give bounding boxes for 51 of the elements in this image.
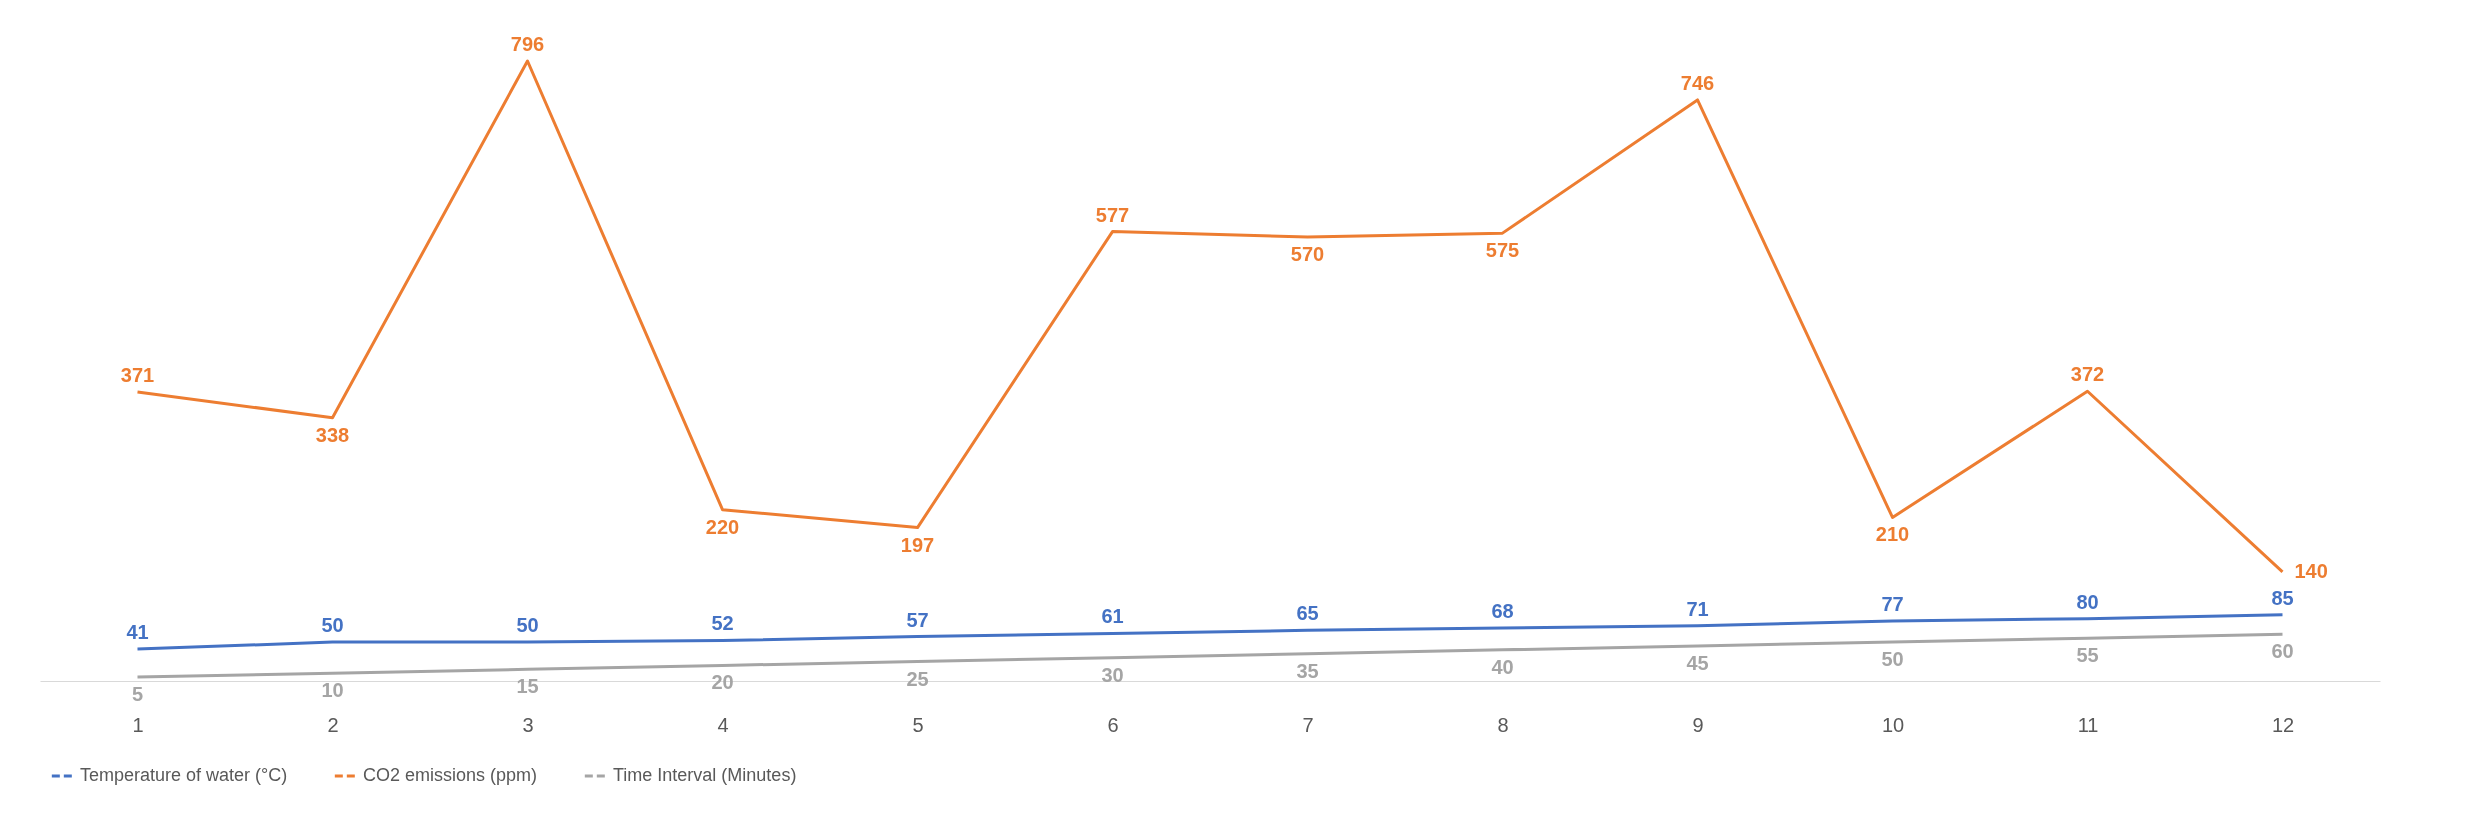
data-label: 15: [516, 675, 539, 698]
data-label: 50: [1881, 648, 1904, 671]
data-label: 210: [1875, 523, 1910, 546]
data-label: 61: [1101, 605, 1124, 628]
data-label: 796: [510, 33, 545, 55]
data-label: 577: [1095, 203, 1130, 226]
x-tick-label: 2: [327, 713, 339, 736]
data-label: 25: [906, 667, 929, 690]
data-label: 570: [1290, 243, 1325, 266]
data-label: 71: [1686, 597, 1709, 620]
data-label: 338: [315, 423, 350, 446]
x-tick-label: 9: [1692, 713, 1704, 736]
x-tick-label: 4: [717, 713, 729, 736]
data-label: 57: [906, 608, 929, 631]
data-label: 5: [131, 683, 144, 706]
x-tick-label: 10: [1881, 713, 1905, 736]
x-tick-label: 7: [1302, 713, 1314, 736]
data-label: 50: [516, 614, 539, 637]
data-label: 35: [1296, 659, 1319, 682]
x-tick-label: 5: [912, 713, 924, 736]
data-label: 40: [1491, 655, 1514, 678]
data-label: 220: [705, 515, 740, 538]
data-label: 371: [120, 364, 155, 387]
legend-label: Time Interval (Minutes): [613, 765, 797, 785]
data-label: 45: [1686, 651, 1709, 674]
data-label: 372: [2070, 363, 2105, 386]
data-label: 575: [1485, 239, 1520, 262]
data-label: 52: [711, 612, 734, 635]
data-label: 68: [1491, 600, 1514, 623]
legend-label: CO2 emissions (ppm): [363, 765, 538, 785]
legend-label: Temperature of water (°C): [80, 765, 288, 785]
data-label: 85: [2271, 586, 2294, 609]
data-label: 197: [900, 533, 935, 556]
data-label: 20: [711, 671, 734, 694]
data-label: 60: [2271, 640, 2294, 663]
data-label: 140: [2294, 559, 2328, 582]
data-label: 30: [1101, 663, 1124, 686]
x-tick-label: 1: [132, 713, 144, 736]
x-tick-label: 12: [2271, 713, 2295, 736]
data-label: 55: [2076, 644, 2099, 667]
data-label: 77: [1881, 593, 1904, 616]
data-label: 746: [1680, 71, 1715, 94]
x-tick-label: 3: [522, 713, 534, 736]
data-label: 50: [321, 614, 344, 637]
data-label: 41: [126, 621, 149, 644]
data-label: 10: [321, 679, 344, 702]
x-tick-label: 8: [1497, 713, 1509, 736]
data-label: 80: [2076, 590, 2099, 613]
data-label: 65: [1296, 602, 1319, 625]
x-tick-label: 11: [2077, 713, 2099, 736]
x-tick-label: 6: [1107, 713, 1119, 736]
